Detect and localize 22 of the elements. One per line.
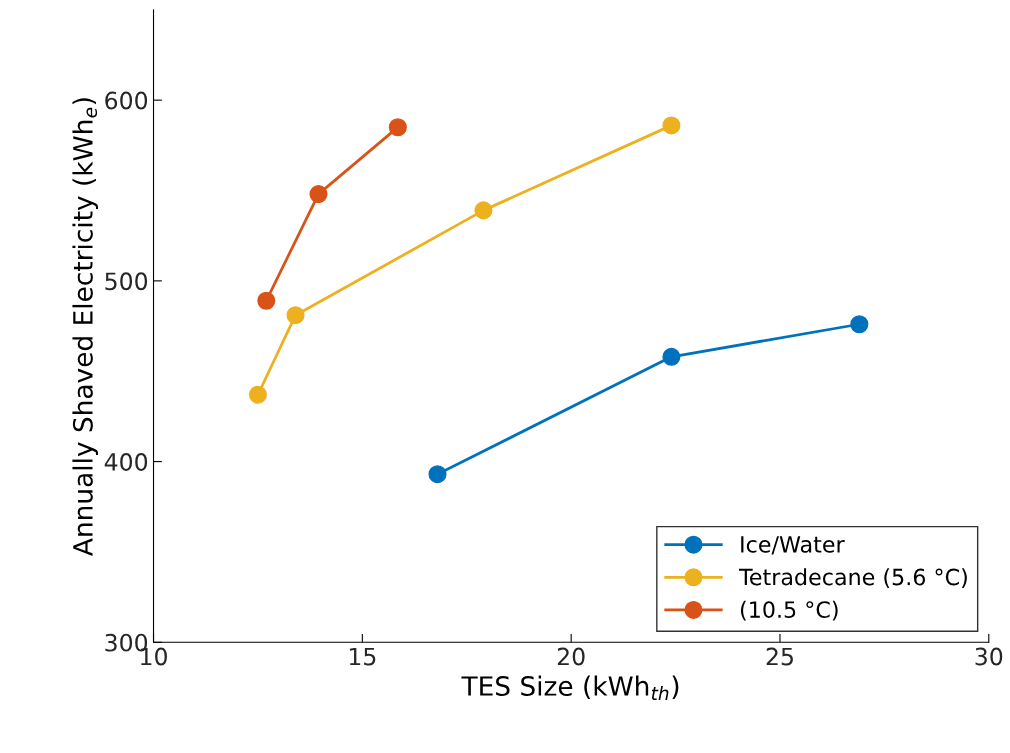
point — [286, 306, 305, 325]
y-tick-label: 400 — [104, 453, 148, 471]
point — [662, 116, 681, 135]
legend-label: Tetradecane (5.6 °C) — [738, 568, 967, 588]
x-axis-title: TES Size (kWh$_{th}$) — [461, 675, 679, 700]
x-tick-label: 20 — [557, 647, 585, 666]
point — [388, 118, 407, 137]
point — [662, 347, 681, 366]
point — [428, 465, 447, 484]
x-tick-label: 25 — [766, 647, 793, 666]
legend-label: Ice/Water — [741, 536, 845, 555]
point — [248, 385, 267, 404]
point — [850, 315, 869, 334]
x-tick-label: 30 — [975, 647, 1003, 666]
y-axis-title: Annually Shaved Electricity (kWh$_{e}$) — [72, 98, 98, 556]
point — [309, 185, 328, 204]
y-tick-label: 600 — [105, 91, 148, 110]
x-tick-label: 15 — [349, 647, 376, 666]
y-tick-label: 500 — [105, 272, 148, 291]
point — [257, 291, 276, 310]
legend-label: (10.5 °C) — [740, 600, 838, 621]
point — [474, 201, 493, 220]
